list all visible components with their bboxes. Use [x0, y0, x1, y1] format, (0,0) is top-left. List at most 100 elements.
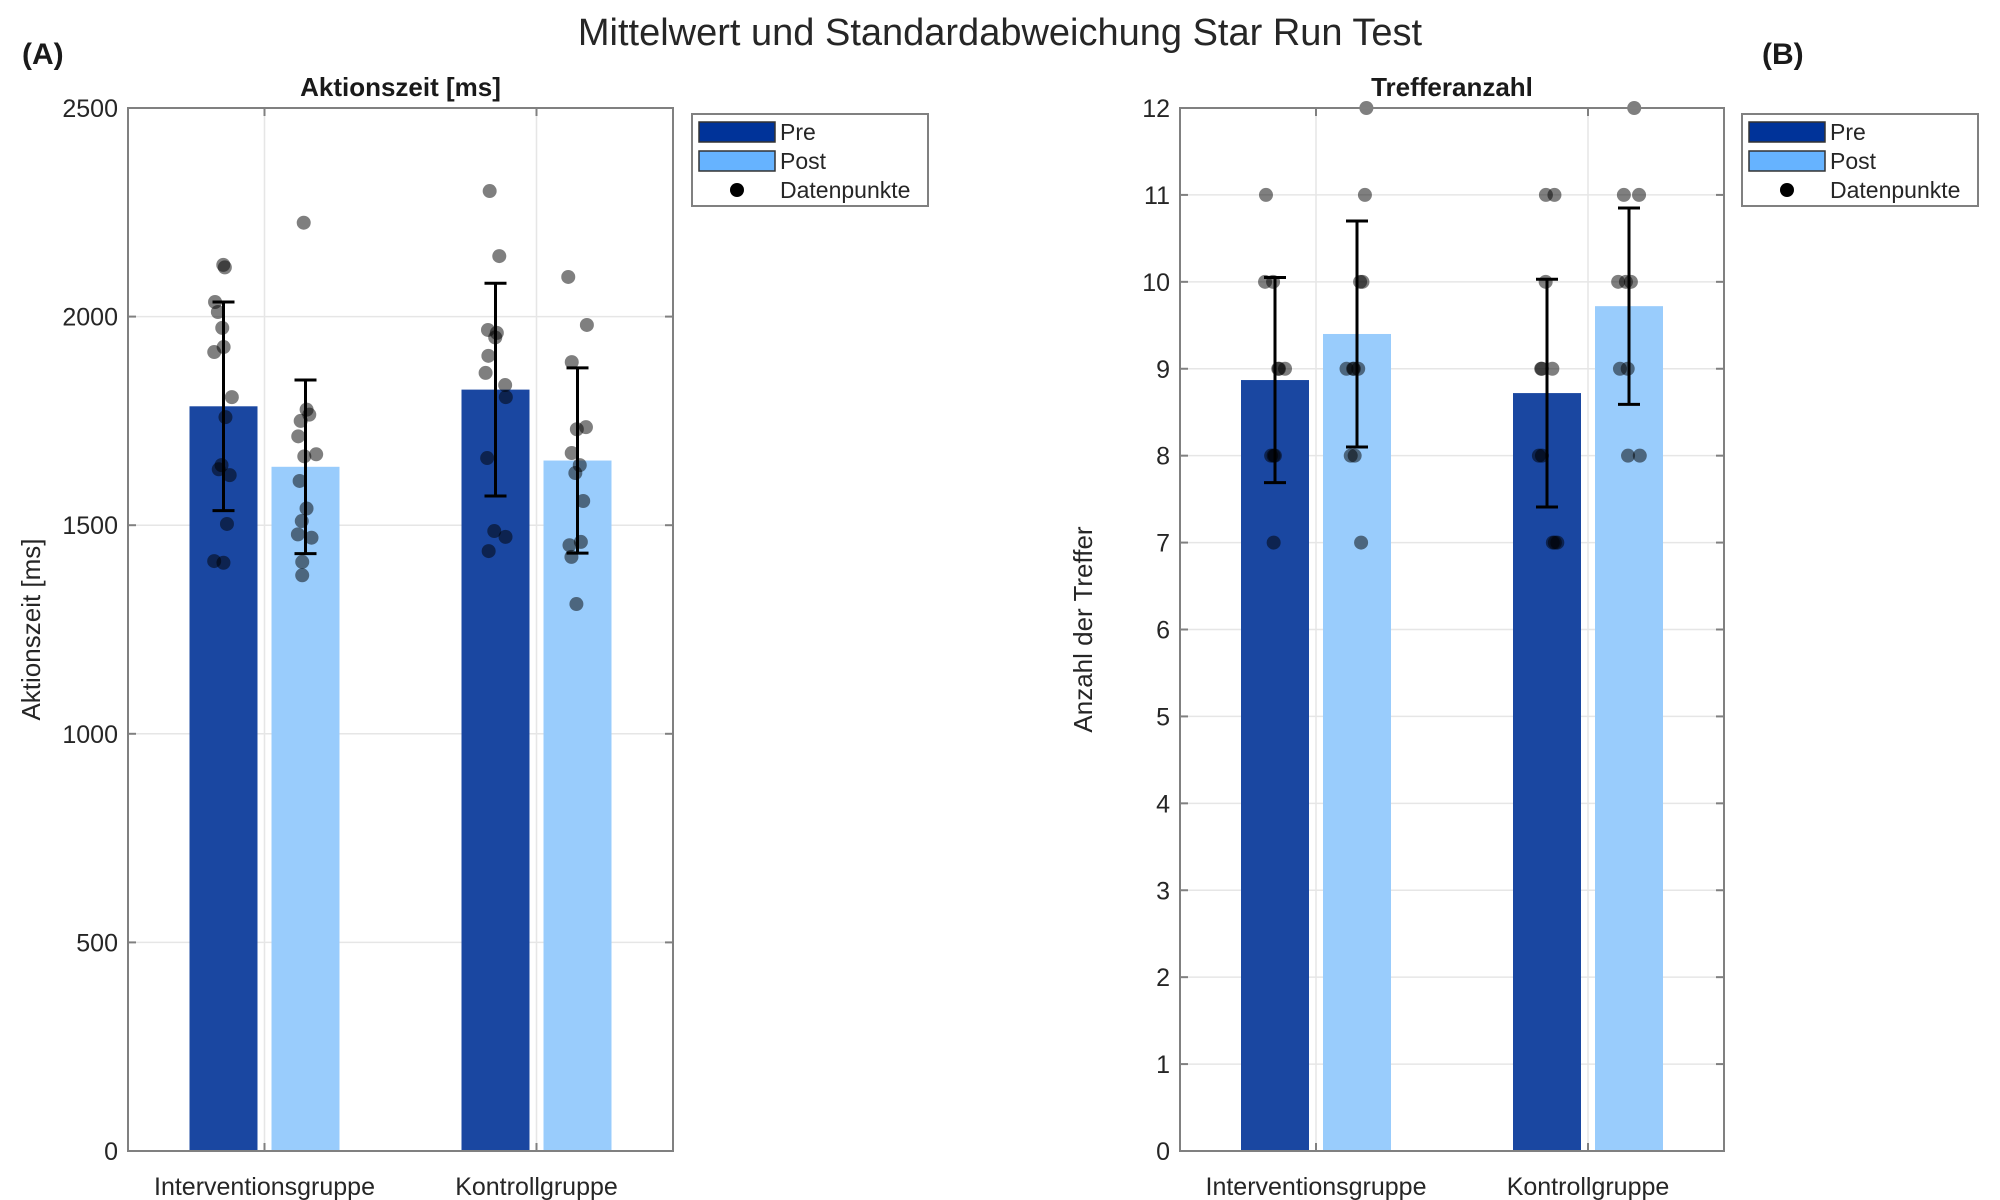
- data-point: [222, 468, 237, 483]
- y-tick-label: 2000: [62, 304, 118, 332]
- y-tick-label: 1: [1156, 1051, 1170, 1079]
- data-point: [1347, 448, 1362, 463]
- figure-title: Mittelwert und Standardabweichung Star R…: [577, 12, 1423, 54]
- data-point: [219, 516, 234, 531]
- data-point: [1354, 535, 1369, 550]
- data-point: [1623, 274, 1638, 289]
- legend-swatch-post: [1748, 150, 1826, 172]
- data-point: [487, 524, 502, 539]
- data-point: [1278, 361, 1293, 376]
- data-point: [564, 355, 579, 370]
- legend-label-points: Datenpunkte: [1830, 177, 1960, 203]
- data-point: [1534, 448, 1549, 463]
- y-tick-label: 1000: [62, 721, 118, 749]
- data-point: [296, 215, 311, 230]
- legend-label-post: Post: [1830, 148, 1877, 174]
- data-point: [218, 410, 233, 425]
- y-axis-label: Anzahl der Treffer: [1068, 526, 1098, 733]
- data-point: [1616, 187, 1631, 202]
- legend-label-pre: Pre: [1830, 119, 1866, 145]
- data-point: [1534, 361, 1549, 376]
- y-tick-label: 9: [1156, 356, 1170, 384]
- legend-label-pre: Pre: [780, 119, 816, 145]
- bar-pre-interventionsgruppe: [1241, 380, 1309, 1151]
- bar-post-kontrollgruppe: [1595, 306, 1663, 1151]
- legend-marker-points: [1780, 183, 1794, 197]
- y-tick-label: 8: [1156, 443, 1170, 471]
- y-tick-label: 6: [1156, 617, 1170, 645]
- data-point: [224, 390, 239, 405]
- legend: Pre Post Datenpunkte: [691, 113, 929, 207]
- legend-label-post: Post: [780, 148, 827, 174]
- data-point: [216, 555, 231, 570]
- data-point: [1632, 448, 1647, 463]
- data-point: [478, 365, 493, 380]
- legend-label-points: Datenpunkte: [780, 177, 910, 203]
- data-point: [309, 447, 324, 462]
- y-axis-label: Aktionszeit [ms]: [16, 538, 46, 720]
- legend-swatch-post: [698, 150, 776, 172]
- data-point: [292, 473, 307, 488]
- data-point: [1346, 361, 1361, 376]
- y-tick-label: 500: [76, 929, 118, 957]
- data-point: [481, 544, 496, 559]
- legend: Pre Post Datenpunkte: [1741, 113, 1979, 207]
- data-point: [564, 446, 579, 461]
- y-tick-label: 4: [1156, 790, 1170, 818]
- y-tick-label: 1500: [62, 512, 118, 540]
- data-point: [304, 530, 319, 545]
- data-point: [1632, 187, 1647, 202]
- data-point: [561, 269, 576, 284]
- data-point: [568, 466, 583, 481]
- data-point: [291, 429, 306, 444]
- data-point: [569, 597, 584, 612]
- data-point: [579, 317, 594, 332]
- data-point: [295, 568, 310, 583]
- data-point: [562, 538, 577, 553]
- x-tick-label: Interventionsgruppe: [154, 1173, 375, 1200]
- data-point: [1357, 187, 1372, 202]
- y-tick-label: 0: [104, 1138, 118, 1166]
- data-point: [498, 378, 513, 393]
- y-tick-label: 0: [1156, 1138, 1170, 1166]
- y-tick-label: 5: [1156, 703, 1170, 731]
- legend-swatch-pre: [698, 121, 776, 143]
- bar-pre-kontrollgruppe: [1513, 393, 1581, 1151]
- data-point: [576, 494, 591, 509]
- data-point: [481, 348, 496, 363]
- data-point: [1538, 187, 1553, 202]
- bar-pre-interventionsgruppe: [189, 406, 258, 1152]
- data-point: [1621, 448, 1636, 463]
- data-point: [1258, 187, 1273, 202]
- y-tick-label: 2: [1156, 964, 1170, 992]
- panel-label-a: (A): [22, 38, 64, 71]
- x-tick-label: Kontrollgruppe: [1507, 1173, 1670, 1200]
- plot-title: Aktionszeit [ms]: [300, 72, 501, 102]
- legend-swatch-pre: [1748, 121, 1826, 143]
- y-tick-label: 10: [1142, 269, 1170, 297]
- data-point: [217, 260, 232, 275]
- data-point: [207, 345, 222, 360]
- bar-pre-kontrollgruppe: [461, 389, 530, 1151]
- x-tick-label: Kontrollgruppe: [455, 1173, 618, 1200]
- data-point: [482, 184, 497, 199]
- panel-label-b: (B): [1762, 38, 1804, 71]
- data-point: [498, 390, 513, 405]
- data-point: [492, 249, 507, 264]
- axes-frame: [127, 107, 674, 1152]
- data-point: [290, 527, 305, 542]
- data-point: [295, 554, 310, 569]
- data-point: [480, 451, 495, 466]
- data-point: [1353, 274, 1368, 289]
- y-tick-label: 3: [1156, 877, 1170, 905]
- y-tick-label: 12: [1142, 95, 1170, 123]
- data-point: [498, 529, 513, 544]
- x-tick-label: Interventionsgruppe: [1206, 1173, 1427, 1200]
- data-point: [1266, 535, 1281, 550]
- y-tick-label: 2500: [62, 95, 118, 123]
- legend-marker-points: [730, 183, 744, 197]
- data-point: [1612, 361, 1627, 376]
- bar-post-kontrollgruppe: [543, 460, 612, 1151]
